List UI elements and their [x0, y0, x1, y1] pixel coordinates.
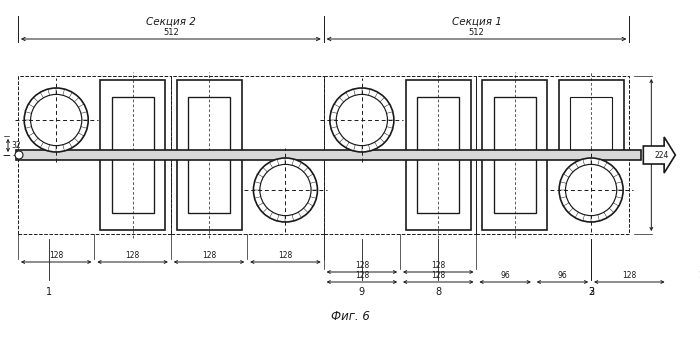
Bar	[406, 155, 471, 230]
Text: 128: 128	[622, 271, 636, 279]
Text: 3: 3	[588, 287, 594, 297]
Text: 224: 224	[654, 151, 668, 159]
Text: 512: 512	[163, 28, 179, 37]
Bar	[18, 76, 171, 234]
Circle shape	[15, 151, 23, 159]
Text: Секция 1: Секция 1	[452, 17, 501, 27]
Text: 2: 2	[588, 287, 594, 297]
Text: 96: 96	[500, 271, 510, 279]
Text: 32: 32	[11, 141, 20, 150]
Polygon shape	[643, 137, 676, 173]
Circle shape	[25, 88, 88, 152]
Circle shape	[260, 164, 311, 216]
Text: 1: 1	[46, 287, 52, 297]
Bar	[176, 80, 242, 155]
Circle shape	[566, 164, 617, 216]
Bar	[188, 155, 230, 213]
Bar	[16, 150, 641, 160]
Bar	[100, 80, 165, 155]
Circle shape	[559, 158, 623, 222]
Bar	[482, 80, 547, 155]
Bar	[477, 76, 629, 234]
Bar	[417, 97, 459, 155]
Bar	[494, 155, 536, 213]
Circle shape	[31, 94, 82, 146]
Bar	[559, 80, 624, 155]
Text: 128: 128	[279, 250, 293, 259]
Circle shape	[330, 88, 394, 152]
Text: 128: 128	[431, 261, 445, 270]
Text: 9: 9	[359, 287, 365, 297]
Circle shape	[336, 94, 388, 146]
Text: 128: 128	[125, 250, 140, 259]
Bar	[482, 155, 547, 230]
Bar	[111, 97, 153, 155]
Bar	[176, 155, 242, 230]
Text: 128: 128	[355, 271, 369, 279]
Bar	[188, 97, 230, 155]
Bar	[323, 76, 477, 234]
Text: 128: 128	[202, 250, 216, 259]
Bar	[406, 80, 471, 155]
Bar	[570, 97, 612, 155]
Circle shape	[253, 158, 318, 222]
Text: 128: 128	[49, 250, 63, 259]
Text: 8: 8	[435, 287, 442, 297]
Bar	[100, 155, 165, 230]
Bar	[417, 155, 459, 213]
Text: 96: 96	[558, 271, 567, 279]
Text: 512: 512	[468, 28, 484, 37]
Text: 128: 128	[699, 271, 700, 279]
Bar	[494, 97, 536, 155]
Text: 128: 128	[355, 261, 369, 270]
Text: Секция 2: Секция 2	[146, 17, 196, 27]
Bar	[171, 76, 323, 234]
Text: 128: 128	[431, 271, 445, 279]
Text: Фиг. 6: Фиг. 6	[330, 310, 370, 323]
Bar	[111, 155, 153, 213]
